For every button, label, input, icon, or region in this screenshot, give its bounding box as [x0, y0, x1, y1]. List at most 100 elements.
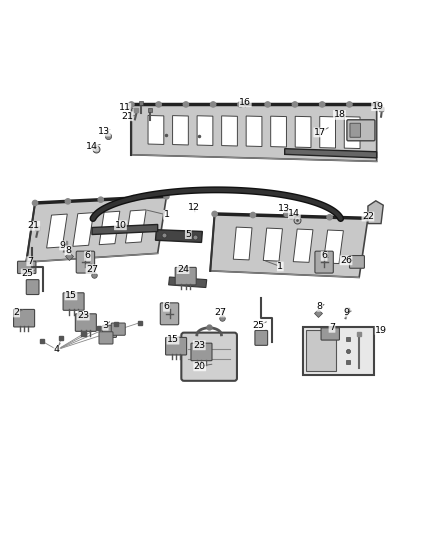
FancyBboxPatch shape — [347, 120, 375, 141]
FancyBboxPatch shape — [102, 325, 117, 337]
Text: 15: 15 — [65, 291, 77, 300]
Text: 18: 18 — [333, 110, 346, 119]
FancyBboxPatch shape — [350, 123, 360, 138]
Text: 8: 8 — [317, 302, 323, 311]
Text: 3: 3 — [102, 321, 108, 330]
Polygon shape — [246, 116, 262, 147]
Text: 13: 13 — [98, 127, 110, 136]
Polygon shape — [148, 116, 164, 144]
Text: 21: 21 — [28, 221, 40, 230]
Text: 11: 11 — [119, 103, 131, 112]
Circle shape — [320, 102, 325, 107]
Text: 6: 6 — [163, 302, 170, 311]
Text: 10: 10 — [114, 221, 127, 230]
Polygon shape — [263, 228, 283, 261]
Circle shape — [129, 102, 134, 107]
Text: 27: 27 — [86, 264, 98, 273]
Polygon shape — [323, 230, 343, 264]
FancyBboxPatch shape — [175, 268, 196, 285]
Text: 21: 21 — [121, 112, 133, 121]
Circle shape — [131, 196, 136, 201]
Text: 24: 24 — [177, 264, 189, 273]
Circle shape — [212, 211, 217, 216]
Polygon shape — [320, 117, 336, 148]
FancyBboxPatch shape — [303, 327, 374, 375]
Text: 1: 1 — [163, 211, 170, 219]
Polygon shape — [173, 116, 188, 145]
Text: 16: 16 — [239, 98, 251, 107]
FancyBboxPatch shape — [99, 332, 113, 344]
Polygon shape — [155, 230, 202, 243]
FancyBboxPatch shape — [191, 343, 212, 361]
FancyBboxPatch shape — [166, 337, 187, 355]
Circle shape — [98, 197, 103, 203]
Text: 1: 1 — [277, 262, 283, 271]
Polygon shape — [368, 201, 383, 223]
Text: 6: 6 — [85, 252, 91, 261]
Polygon shape — [73, 213, 94, 246]
Text: 23: 23 — [193, 341, 205, 350]
Circle shape — [156, 102, 161, 107]
FancyBboxPatch shape — [76, 251, 95, 273]
Text: 9: 9 — [343, 308, 349, 317]
Text: 7: 7 — [329, 324, 335, 332]
FancyBboxPatch shape — [14, 310, 35, 327]
Text: 14: 14 — [288, 209, 300, 219]
Polygon shape — [210, 214, 368, 278]
FancyBboxPatch shape — [255, 330, 268, 345]
Polygon shape — [344, 117, 360, 149]
Text: 15: 15 — [167, 335, 179, 344]
Text: 26: 26 — [340, 256, 352, 265]
Text: 8: 8 — [65, 246, 71, 255]
Text: 19: 19 — [375, 326, 387, 335]
Text: 4: 4 — [54, 345, 60, 354]
Circle shape — [32, 200, 38, 206]
FancyBboxPatch shape — [306, 330, 336, 371]
FancyBboxPatch shape — [321, 328, 339, 340]
FancyBboxPatch shape — [63, 293, 84, 310]
Polygon shape — [26, 197, 166, 262]
FancyBboxPatch shape — [160, 303, 179, 325]
FancyBboxPatch shape — [75, 314, 96, 332]
Polygon shape — [99, 211, 120, 245]
Polygon shape — [285, 149, 377, 158]
Polygon shape — [295, 116, 311, 148]
Polygon shape — [293, 229, 313, 262]
Circle shape — [251, 213, 255, 217]
Circle shape — [289, 214, 294, 219]
Circle shape — [292, 102, 297, 107]
Polygon shape — [197, 116, 213, 146]
Circle shape — [211, 102, 216, 107]
Polygon shape — [46, 214, 67, 248]
Circle shape — [183, 102, 188, 107]
Text: 12: 12 — [187, 203, 200, 212]
Circle shape — [238, 102, 243, 107]
Text: 5: 5 — [185, 230, 191, 239]
Text: 22: 22 — [362, 212, 374, 221]
FancyBboxPatch shape — [181, 333, 237, 381]
Text: 13: 13 — [278, 204, 290, 213]
FancyBboxPatch shape — [111, 323, 125, 335]
Text: 25: 25 — [21, 269, 33, 278]
Text: 17: 17 — [314, 128, 326, 137]
Text: 14: 14 — [86, 142, 98, 150]
Circle shape — [365, 216, 371, 221]
Circle shape — [327, 215, 332, 220]
FancyBboxPatch shape — [18, 261, 36, 273]
Text: 23: 23 — [77, 311, 89, 320]
Polygon shape — [271, 116, 286, 147]
Text: 2: 2 — [14, 308, 20, 317]
Text: 27: 27 — [214, 308, 226, 317]
Polygon shape — [131, 104, 377, 161]
Circle shape — [347, 102, 352, 107]
Text: 7: 7 — [27, 257, 33, 266]
Polygon shape — [169, 277, 207, 287]
Text: 19: 19 — [371, 102, 384, 111]
Polygon shape — [92, 224, 158, 235]
Text: 20: 20 — [194, 362, 206, 371]
Text: 6: 6 — [321, 252, 327, 261]
Text: 9: 9 — [60, 241, 66, 250]
FancyBboxPatch shape — [26, 280, 39, 295]
Circle shape — [265, 102, 270, 107]
FancyBboxPatch shape — [315, 251, 333, 273]
